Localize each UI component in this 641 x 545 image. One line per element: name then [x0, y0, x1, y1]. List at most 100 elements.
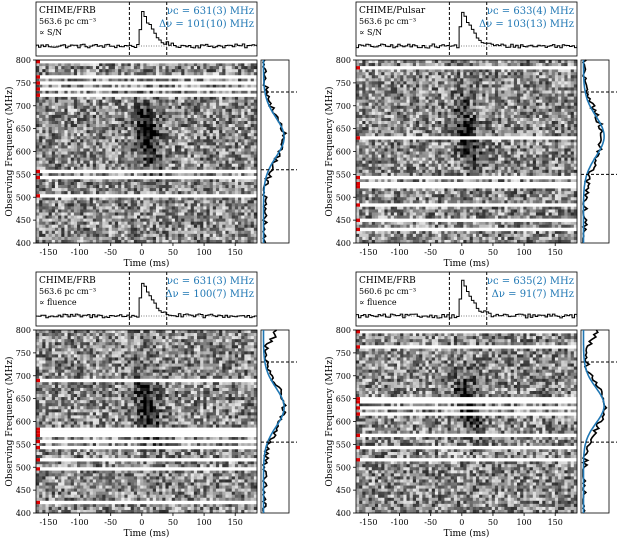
- masked-channel-flag: [356, 203, 360, 207]
- masked-channel: [36, 175, 257, 180]
- masked-channel: [356, 227, 577, 232]
- y-axis-label: Observing Frequency (MHz): [4, 356, 15, 486]
- masked-channel: [356, 330, 577, 334]
- masked-channel: [36, 427, 257, 431]
- delta-nu-label: Δν = 91(7) MHz: [492, 289, 574, 300]
- timeseries-frame: [35, 1, 258, 57]
- masked-channel: [36, 433, 257, 438]
- masked-channel: [356, 406, 577, 410]
- y-tick-label: 450: [336, 216, 351, 225]
- telescope-label: CHIME/Pulsar: [359, 6, 426, 16]
- masked-channel: [356, 185, 577, 189]
- masked-channel: [356, 218, 577, 222]
- masked-channel: [36, 378, 257, 383]
- masked-channel-flag: [36, 427, 40, 431]
- y-tick-label: 400: [336, 509, 351, 518]
- timeseries-frame: [35, 271, 258, 327]
- masked-channel-flag: [356, 330, 360, 334]
- nu-c-label: νᴄ = 631(3) MHz: [167, 276, 254, 287]
- telescope-label: CHIME/FRB: [359, 276, 416, 286]
- masked-channel-flag: [356, 412, 360, 416]
- masked-channel-flag: [356, 66, 360, 70]
- masked-channel: [36, 439, 257, 444]
- masked-channel: [36, 458, 257, 462]
- masked-channel-flag: [36, 439, 40, 444]
- masked-channel-flag: [356, 445, 360, 450]
- x-tick-label: -100: [391, 518, 409, 527]
- masked-channel: [36, 445, 257, 450]
- masked-channel-flag: [36, 169, 40, 174]
- x-tick-label: -50: [424, 248, 437, 257]
- spectrum-panel: [580, 329, 617, 514]
- masked-channel: [356, 182, 577, 186]
- x-tick-label: 100: [516, 248, 531, 257]
- masked-channel: [36, 60, 257, 64]
- y-axis-label: Observing Frequency (MHz): [324, 356, 335, 486]
- y-tick-label: 650: [16, 125, 31, 134]
- x-tick-label: -150: [359, 518, 377, 527]
- masked-channel: [36, 169, 257, 174]
- masked-channel-flag: [36, 81, 40, 85]
- y-tick-label: 700: [336, 102, 351, 111]
- y-axis-label: Observing Frequency (MHz): [4, 86, 15, 216]
- spectrum-data: [261, 329, 288, 514]
- masked-channel-flag: [356, 397, 360, 401]
- masked-channel: [36, 75, 257, 79]
- spectrum-data: [261, 59, 288, 244]
- masked-channel: [36, 430, 257, 434]
- spectrum-panel: [580, 59, 617, 244]
- x-axis-label: Time (ms): [444, 528, 490, 539]
- masked-channel: [36, 467, 257, 471]
- masked-channel-flag: [36, 467, 40, 471]
- y-tick-label: 650: [336, 395, 351, 404]
- scaling-label: ∝ S/N: [359, 28, 382, 37]
- x-axis-label: Time (ms): [124, 258, 170, 269]
- y-axis-label: Observing Frequency (MHz): [324, 86, 335, 216]
- delta-nu-label: Δν = 100(7) MHz: [165, 289, 254, 300]
- masked-channel-flag: [36, 445, 40, 450]
- y-tick-label: 750: [336, 79, 351, 88]
- x-axis-label: Time (ms): [444, 258, 490, 269]
- masked-channel: [356, 458, 577, 462]
- x-tick-label: 50: [168, 518, 178, 527]
- spectrum-panel: [260, 329, 297, 514]
- spectrum-fit: [582, 60, 605, 243]
- x-tick-label: 150: [548, 248, 563, 257]
- masked-channel-flag: [356, 185, 360, 189]
- x-tick-label: 100: [516, 518, 531, 527]
- delta-nu-label: Δν = 101(10) MHz: [159, 19, 254, 30]
- x-tick-label: 50: [488, 518, 498, 527]
- y-tick-label: 550: [16, 170, 31, 179]
- x-tick-label: -100: [391, 248, 409, 257]
- x-tick-label: -100: [71, 518, 89, 527]
- masked-channel-flag: [356, 136, 360, 140]
- y-tick-label: 750: [16, 79, 31, 88]
- x-tick-label: 0: [139, 248, 144, 257]
- y-tick-label: 750: [336, 349, 351, 358]
- masked-channel: [356, 397, 577, 401]
- nu-c-label: νᴄ = 631(3) MHz: [167, 6, 254, 17]
- masked-channel: [36, 194, 257, 198]
- y-tick-label: 700: [336, 372, 351, 381]
- x-tick-label: -100: [71, 248, 89, 257]
- scaling-label: ∝ fluence: [39, 298, 77, 307]
- masked-channel-flag: [36, 175, 40, 180]
- masked-channel-flag: [36, 433, 40, 438]
- spectrum-fit: [582, 330, 605, 513]
- nu-c-label: νᴄ = 633(4) MHz: [487, 6, 574, 17]
- dm-label: 563.6 pc cm⁻³: [39, 17, 96, 26]
- masked-channel-flag: [356, 175, 360, 180]
- masked-channel-flag: [356, 227, 360, 232]
- masked-channel-flag: [36, 430, 40, 434]
- waterfall-heatmap: [35, 59, 258, 244]
- x-tick-label: 0: [459, 248, 464, 257]
- y-tick-label: 500: [336, 193, 351, 202]
- spectrum-frame: [260, 59, 290, 244]
- x-tick-label: -150: [359, 248, 377, 257]
- masked-channel-flag: [36, 500, 40, 505]
- masked-channel: [36, 93, 257, 97]
- masked-channel: [36, 87, 257, 91]
- y-tick-label: 600: [16, 148, 31, 157]
